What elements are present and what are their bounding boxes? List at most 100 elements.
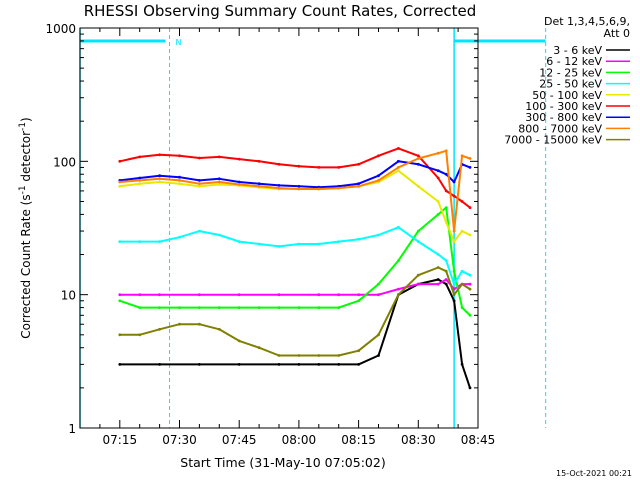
data-point — [468, 233, 472, 237]
data-point — [198, 156, 201, 160]
data-point — [237, 180, 241, 184]
data-point — [460, 282, 464, 286]
data-point — [452, 293, 456, 297]
data-point — [357, 349, 360, 353]
data-point — [257, 242, 261, 246]
data-point — [118, 333, 122, 337]
y-axis-label-sup1: -1 — [18, 185, 28, 194]
data-point — [460, 154, 464, 158]
data-point — [452, 299, 456, 303]
data-point — [178, 322, 181, 326]
data-point — [468, 206, 472, 210]
data-point — [416, 273, 420, 277]
data-point — [416, 162, 420, 166]
data-point — [217, 306, 221, 309]
data-point — [138, 333, 142, 337]
legend-label: 3 - 6 keV — [553, 44, 602, 57]
data-point — [357, 184, 360, 188]
legend-label: 6 - 12 keV — [546, 55, 602, 68]
data-point — [460, 229, 464, 233]
series-line-7 — [119, 149, 471, 233]
data-point — [377, 282, 380, 286]
x-tick-label: 07:15 — [103, 433, 138, 447]
data-point — [460, 306, 464, 309]
y-tick-label: 1 — [68, 422, 76, 436]
data-point — [297, 242, 301, 246]
data-point — [460, 200, 464, 203]
data-point — [277, 363, 281, 366]
data-point — [397, 225, 400, 229]
data-point — [317, 166, 321, 169]
data-point — [118, 180, 122, 184]
data-point — [297, 354, 301, 357]
data-point — [436, 151, 440, 155]
data-point — [198, 322, 201, 326]
y-axis-label-main: Corrected Count Rate (s — [19, 194, 33, 338]
y-tick-label: 100 — [53, 155, 76, 169]
data-point — [436, 176, 440, 180]
data-point — [277, 306, 281, 309]
data-point — [237, 240, 241, 244]
data-point — [452, 269, 456, 273]
data-point — [317, 306, 321, 309]
data-point — [237, 306, 241, 309]
data-point — [444, 189, 448, 193]
data-point — [237, 183, 241, 186]
data-point — [217, 183, 221, 186]
data-point — [397, 259, 400, 262]
data-point — [468, 166, 472, 169]
data-point — [178, 235, 181, 239]
data-point — [118, 159, 122, 163]
data-point — [337, 354, 341, 357]
data-point — [444, 269, 448, 273]
data-point — [460, 269, 464, 273]
data-point — [460, 363, 464, 366]
x-tick-label: 07:30 — [162, 433, 197, 447]
data-point — [178, 175, 181, 179]
y-tick-label: 1000 — [45, 22, 76, 36]
data-point — [178, 179, 181, 182]
data-point — [468, 313, 472, 317]
data-point — [357, 293, 360, 297]
axes-layer: 1 10 100 1000 07:15 07:30 07:45 08:00 08:15 08:30… — [45, 22, 495, 447]
data-point — [452, 194, 456, 198]
data-point — [416, 282, 420, 286]
legend-label: 800 - 7000 keV — [518, 122, 602, 135]
data-point — [317, 242, 321, 246]
data-point — [178, 154, 181, 158]
data-point — [444, 259, 448, 262]
data-point — [377, 333, 380, 337]
data-point — [277, 245, 281, 248]
data-point — [377, 154, 380, 158]
data-point — [416, 229, 420, 233]
data-point — [198, 363, 201, 366]
data-point — [138, 293, 142, 297]
night-marker-label: N — [176, 38, 182, 47]
data-point — [416, 184, 420, 188]
footer-date: 15-Oct-2021 00:21 — [556, 469, 632, 478]
data-point — [444, 172, 448, 176]
data-point — [397, 159, 400, 163]
data-point — [237, 293, 241, 297]
data-point — [257, 346, 261, 350]
data-point — [158, 306, 162, 309]
data-point — [158, 293, 162, 297]
data-point — [257, 182, 261, 186]
data-point — [118, 293, 122, 297]
data-point — [377, 174, 380, 178]
data-point — [158, 363, 162, 366]
y-axis-label-end: ) — [19, 117, 33, 122]
data-point — [198, 179, 201, 182]
data-point — [217, 233, 221, 237]
data-point — [416, 154, 420, 158]
data-point — [357, 299, 360, 303]
data-point — [452, 229, 456, 233]
data-point — [158, 180, 162, 184]
series-line-5 — [119, 147, 471, 209]
data-point — [138, 182, 142, 186]
data-point — [337, 240, 341, 244]
legend-label: 300 - 800 keV — [525, 111, 602, 124]
legend-label: 50 - 100 keV — [532, 89, 602, 102]
data-point — [138, 179, 142, 182]
